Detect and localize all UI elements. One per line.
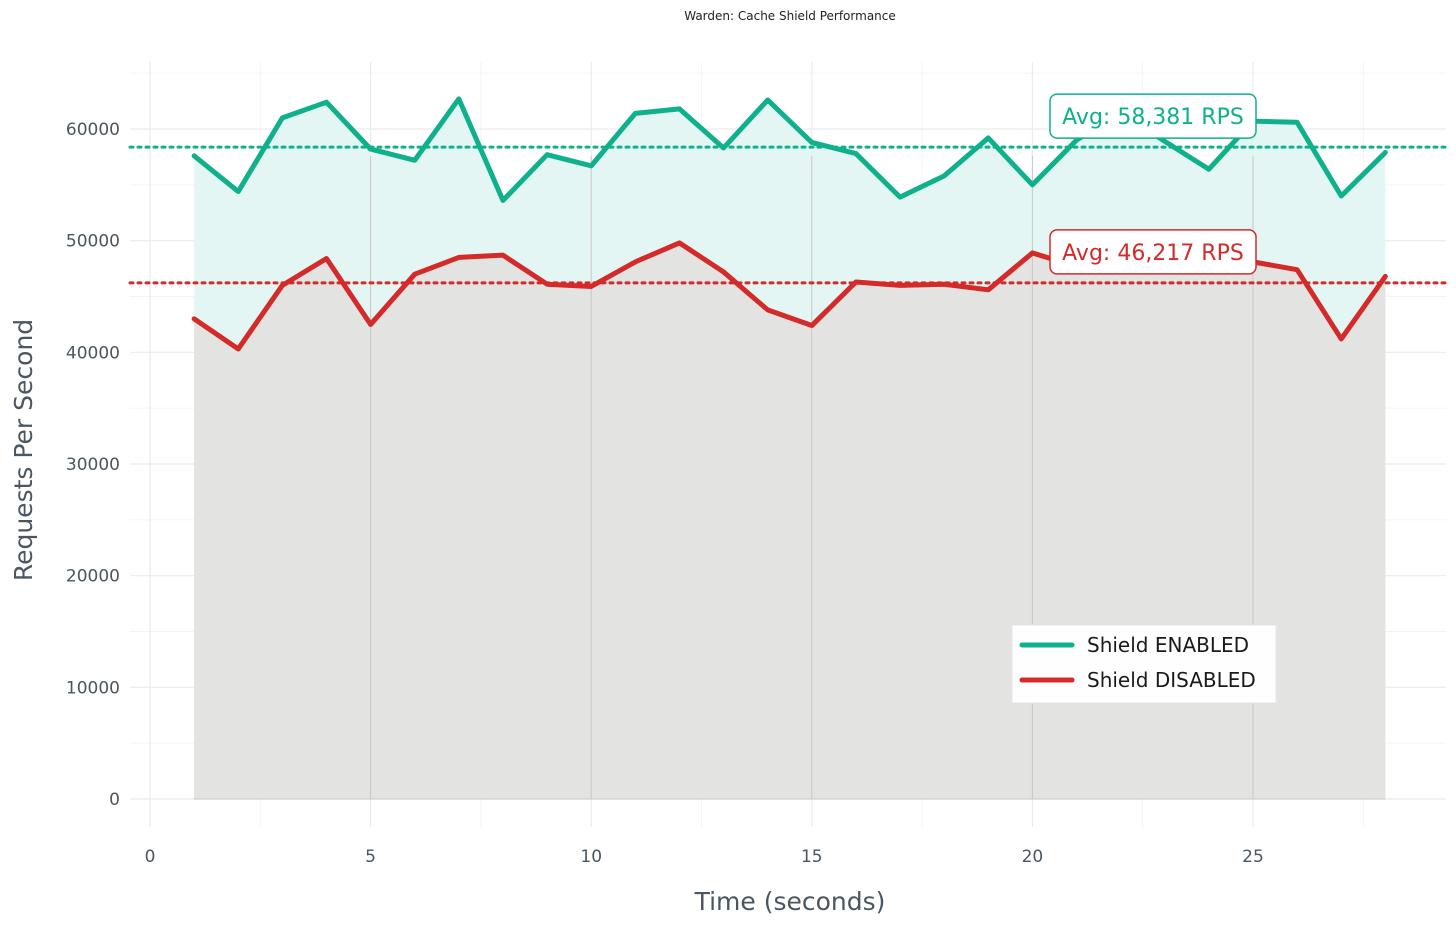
legend-label-enabled: Shield ENABLED	[1087, 633, 1249, 657]
legend: Shield ENABLED Shield DISABLED	[1011, 624, 1277, 704]
y-axis-title: Requests Per Second	[9, 319, 38, 581]
y-tick-label: 10000	[66, 678, 120, 698]
x-tick-label: 5	[365, 847, 376, 867]
area-shield-disabled	[194, 242, 1386, 799]
average-label-box	[1049, 229, 1257, 275]
y-tick-label: 40000	[66, 343, 120, 363]
average-label-enabled: Avg: 58,381 RPS	[1062, 105, 1244, 130]
legend-box	[1011, 624, 1277, 704]
average-labels: Avg: 58,381 RPS Avg: 46,217 RPS	[1049, 93, 1257, 275]
legend-label-disabled: Shield DISABLED	[1087, 668, 1256, 692]
y-tick-label: 30000	[66, 455, 120, 475]
average-label-box	[1049, 93, 1257, 139]
x-tick-label: 10	[580, 847, 602, 867]
average-label-disabled: Avg: 46,217 RPS	[1062, 241, 1244, 266]
series-line-enabled	[191, 96, 1388, 203]
x-tick-label: 15	[801, 847, 823, 867]
y-tick-label: 0	[109, 790, 120, 810]
x-tick-label: 20	[1022, 847, 1044, 867]
x-tick-label: 25	[1242, 847, 1264, 867]
y-tick-label: 50000	[66, 232, 120, 252]
y-tick-label: 20000	[66, 567, 120, 587]
y-tick-label: 60000	[66, 120, 120, 140]
chart-title: Warden: Cache Shield Performance	[684, 9, 896, 23]
x-tick-label: 0	[145, 847, 156, 867]
x-axis-title: Time (seconds)	[694, 887, 886, 916]
y-axis-ticks: 0 10000 20000 30000 40000 50000 60000	[66, 120, 120, 810]
x-axis-ticks: 0 5 10 15 20 25	[145, 847, 1264, 867]
